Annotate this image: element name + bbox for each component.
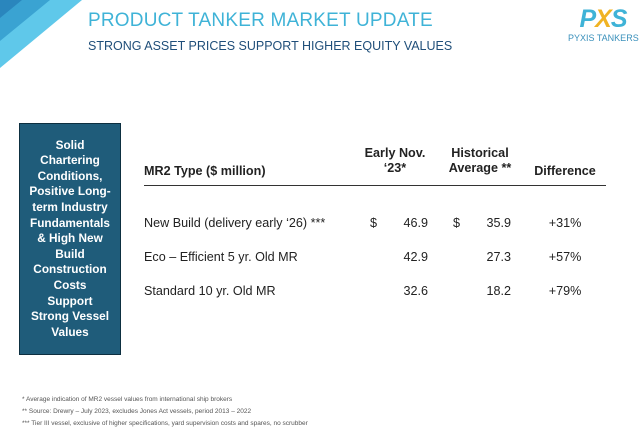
footnote: * Average indication of MR2 vessel value… bbox=[22, 396, 233, 403]
footnote: *** Tier III vessel, exclusive of higher… bbox=[22, 420, 308, 427]
table-row: Eco – Efficient 5 yr. Old MR 42.9 27.3 +… bbox=[140, 250, 610, 270]
cell-early-value: 42.9 bbox=[403, 250, 428, 264]
cell-difference: +31% bbox=[548, 216, 582, 230]
cell-difference: +79% bbox=[548, 284, 582, 298]
page-subtitle: STRONG ASSET PRICES SUPPORT HIGHER EQUIT… bbox=[88, 39, 453, 53]
cell-historical-value: 27.3 bbox=[486, 250, 511, 264]
column-header-difference: Difference bbox=[534, 164, 596, 178]
cell-difference: +57% bbox=[548, 250, 582, 264]
logo-mark-x: X bbox=[595, 5, 612, 33]
column-header-type: MR2 Type ($ million) bbox=[144, 164, 266, 178]
cell-early-value: 46.9 bbox=[403, 216, 428, 230]
sidebar-callout-text: Solid Chartering Conditions, Positive Lo… bbox=[29, 137, 111, 339]
header-divider bbox=[144, 185, 606, 186]
cell-type: Eco – Efficient 5 yr. Old MR bbox=[144, 250, 298, 264]
table-row: Standard 10 yr. Old MR 32.6 18.2 +79% bbox=[140, 284, 610, 304]
cell-early-value: 32.6 bbox=[403, 284, 428, 298]
table-row: New Build (delivery early ‘26) *** $46.9… bbox=[140, 216, 610, 236]
logo-mark-s: S bbox=[610, 5, 628, 33]
cell-historical-value: 18.2 bbox=[486, 284, 511, 298]
currency-symbol: $ bbox=[370, 216, 378, 230]
sidebar-callout: Solid Chartering Conditions, Positive Lo… bbox=[19, 123, 121, 355]
cell-historical-value: 35.9 bbox=[486, 216, 511, 230]
column-header-early-nov: Early Nov. ‘23* bbox=[364, 146, 426, 175]
corner-graphic bbox=[0, 0, 82, 68]
column-header-historical: Historical Average ** bbox=[448, 146, 512, 175]
pyxis-logo: PXS PYXIS TANKERS bbox=[568, 5, 639, 53]
page-title: PRODUCT TANKER MARKET UPDATE bbox=[88, 10, 433, 31]
cell-type: New Build (delivery early ‘26) *** bbox=[144, 216, 326, 230]
currency-symbol: $ bbox=[453, 216, 461, 230]
logo-mark-p: P bbox=[579, 5, 596, 33]
cell-type: Standard 10 yr. Old MR bbox=[144, 284, 276, 298]
logo-mark: PXS bbox=[568, 5, 638, 33]
footnote: ** Source: Drewry – July 2023, excludes … bbox=[22, 408, 252, 415]
logo-text: PYXIS TANKERS bbox=[568, 33, 639, 43]
